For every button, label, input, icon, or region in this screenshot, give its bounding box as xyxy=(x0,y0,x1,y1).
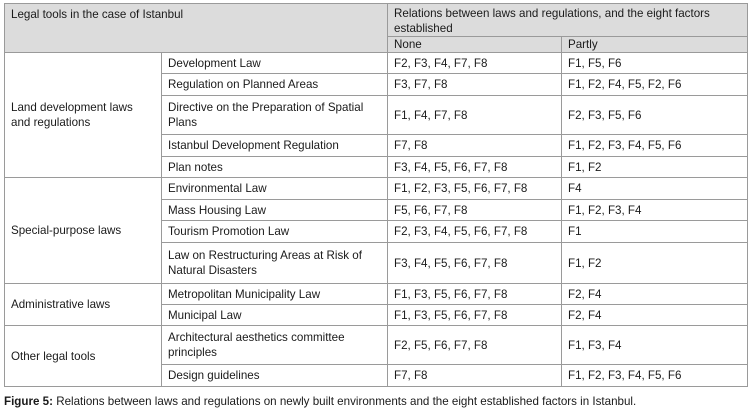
group-label: Special-purpose laws xyxy=(4,177,162,284)
table-row: Special-purpose laws Environmental Law F… xyxy=(4,177,748,284)
table-container: Legal tools in the case of Istanbul Rela… xyxy=(4,3,748,387)
none-cell: F3, F4, F5, F6, F7, F8 xyxy=(387,242,562,284)
table-row: Design guidelines F7, F8 F1, F2, F3, F4,… xyxy=(5,364,748,387)
table-row: Directive on the Preparation of Spatial … xyxy=(5,95,748,135)
tool-cell: Environmental Law xyxy=(161,177,388,200)
tool-cell: Design guidelines xyxy=(161,364,388,387)
none-cell: F2, F5, F6, F7, F8 xyxy=(387,325,562,365)
header-legal-tools: Legal tools in the case of Istanbul xyxy=(4,3,388,53)
partly-cell: F4 xyxy=(561,177,748,200)
header-none: None xyxy=(387,36,562,53)
partly-cell: F1, F3, F4 xyxy=(561,325,748,365)
none-cell: F1, F2, F3, F5, F6, F7, F8 xyxy=(387,177,562,200)
tool-cell: Directive on the Preparation of Spatial … xyxy=(161,95,388,135)
partly-cell: F2, F3, F5, F6 xyxy=(561,95,748,135)
caption-text: Relations between laws and regulations o… xyxy=(52,395,637,408)
none-cell: F3, F7, F8 xyxy=(387,73,562,96)
none-cell: F7, F8 xyxy=(387,364,562,387)
partly-cell: F1, F5, F6 xyxy=(561,52,748,74)
none-cell: F5, F6, F7, F8 xyxy=(387,199,562,221)
tool-cell: Metropolitan Municipality Law xyxy=(161,283,388,305)
group-label: Administrative laws xyxy=(4,283,162,326)
partly-cell: F2, F4 xyxy=(561,304,748,326)
group-label: Land development laws and regulations xyxy=(4,52,162,178)
partly-cell: F1, F2, F4, F5, F2, F6 xyxy=(561,73,748,96)
none-cell: F1, F4, F7, F8 xyxy=(387,95,562,135)
group-label: Other legal tools xyxy=(4,325,162,387)
caption-label: Figure 5: xyxy=(4,395,53,408)
table-row: Plan notes F3, F4, F5, F6, F7, F8 F1, F2 xyxy=(5,156,748,178)
none-cell: F1, F3, F5, F6, F7, F8 xyxy=(387,304,562,326)
partly-cell: F1 xyxy=(561,220,748,243)
partly-cell: F1, F2 xyxy=(561,156,748,178)
table-row: Law on Restructuring Areas at Risk of Na… xyxy=(5,242,748,284)
tool-cell: Mass Housing Law xyxy=(161,199,388,221)
figure-caption: Figure 5: Relations between laws and reg… xyxy=(4,394,747,410)
tool-cell: Tourism Promotion Law xyxy=(161,220,388,243)
tool-cell: Architectural aesthetics committee princ… xyxy=(161,325,388,365)
table-row: Mass Housing Law F5, F6, F7, F8 F1, F2, … xyxy=(5,199,748,221)
table-row: Istanbul Development Regulation F7, F8 F… xyxy=(5,134,748,157)
header-partly: Partly xyxy=(561,36,748,53)
table-row: Regulation on Planned Areas F3, F7, F8 F… xyxy=(5,73,748,96)
tool-cell: Regulation on Planned Areas xyxy=(161,73,388,96)
none-cell: F1, F3, F5, F6, F7, F8 xyxy=(387,283,562,305)
table-row: Municipal Law F1, F3, F5, F6, F7, F8 F2,… xyxy=(5,304,748,326)
subheader-row: None Partly xyxy=(5,36,748,53)
tool-cell: Law on Restructuring Areas at Risk of Na… xyxy=(161,242,388,284)
tool-cell: Plan notes xyxy=(161,156,388,178)
partly-cell: F1, F2, F3, F4, F5, F6 xyxy=(561,134,748,157)
tool-cell: Municipal Law xyxy=(161,304,388,326)
none-cell: F2, F3, F4, F7, F8 xyxy=(387,52,562,74)
partly-cell: F1, F2, F3, F4 xyxy=(561,199,748,221)
tool-cell: Development Law xyxy=(161,52,388,74)
header-relations: Relations between laws and regulations, … xyxy=(387,3,748,37)
partly-cell: F1, F2, F3, F4, F5, F6 xyxy=(561,364,748,387)
table-row: Administrative laws Metropolitan Municip… xyxy=(4,283,748,326)
partly-cell: F2, F4 xyxy=(561,283,748,305)
tool-cell: Istanbul Development Regulation xyxy=(161,134,388,157)
none-cell: F7, F8 xyxy=(387,134,562,157)
table-row: Land development laws and regulations De… xyxy=(4,52,748,178)
table-row: Other legal tools Architectural aestheti… xyxy=(4,325,748,387)
header-row: Legal tools in the case of Istanbul Rela… xyxy=(4,3,748,53)
none-cell: F2, F3, F4, F5, F6, F7, F8 xyxy=(387,220,562,243)
partly-cell: F1, F2 xyxy=(561,242,748,284)
legal-tools-table: Legal tools in the case of Istanbul Rela… xyxy=(4,3,748,387)
none-cell: F3, F4, F5, F6, F7, F8 xyxy=(387,156,562,178)
